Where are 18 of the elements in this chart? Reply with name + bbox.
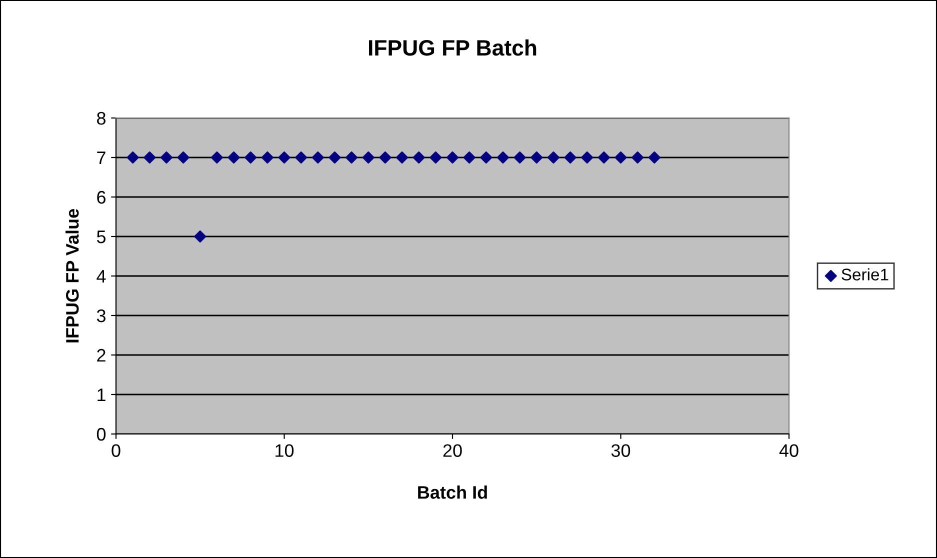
y-tick-label: 5 <box>96 230 106 244</box>
y-tick-label: 0 <box>96 428 106 441</box>
x-tick-label: 10 <box>276 444 294 457</box>
y-axis-title: IFPUG FP Value <box>66 209 79 342</box>
y-tick-label: 8 <box>97 112 106 125</box>
x-tick-label: 30 <box>611 444 630 457</box>
x-tick-label: 0 <box>112 444 120 457</box>
y-tick-label: 1 <box>98 388 106 402</box>
y-tick-label: 3 <box>96 309 106 322</box>
x-tick-label: 20 <box>443 444 462 457</box>
x-axis-title: Batch Id <box>418 486 487 499</box>
y-tick-label: 4 <box>96 270 106 283</box>
y-tick-label: 6 <box>97 190 106 204</box>
y-tick-label: 2 <box>97 348 106 362</box>
chart-title: IFPUG FP Batch <box>368 39 536 56</box>
legend-label: Serie1 <box>842 268 888 280</box>
y-tick-label: 7 <box>97 152 106 164</box>
x-tick-label: 40 <box>779 444 798 457</box>
